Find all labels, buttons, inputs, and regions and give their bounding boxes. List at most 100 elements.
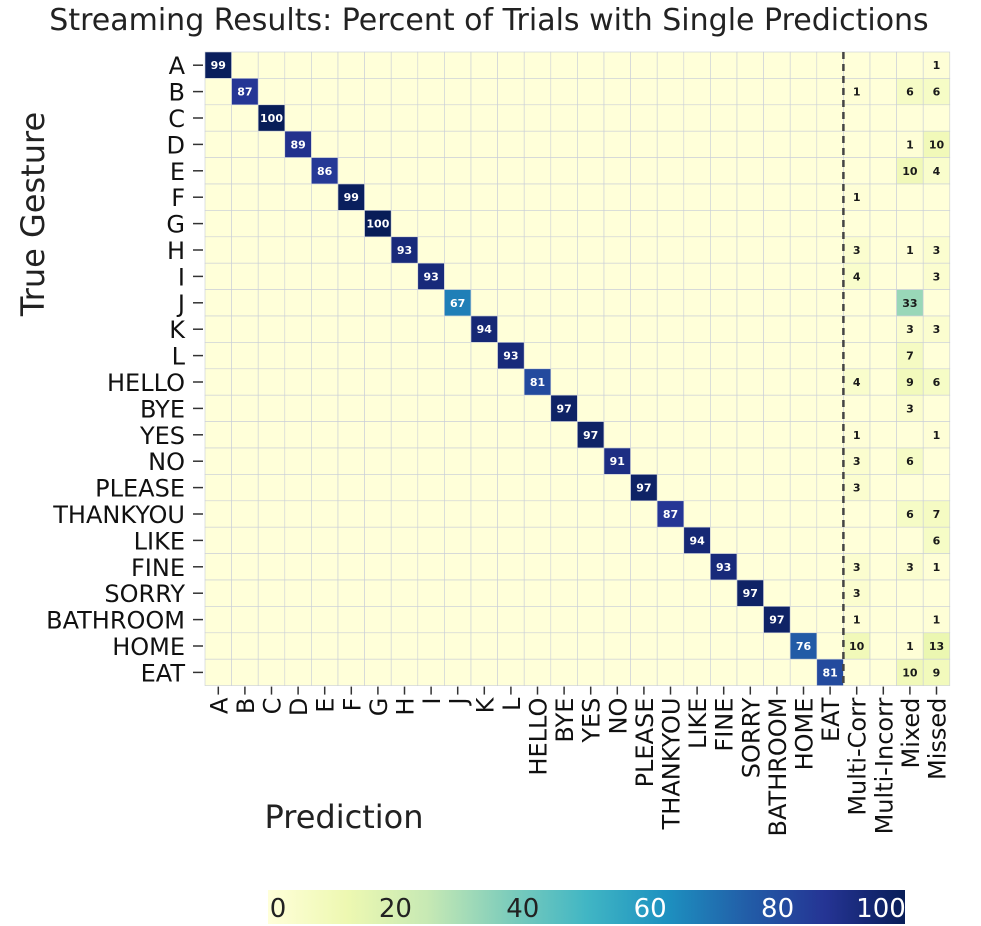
heatmap-cell (656, 553, 685, 581)
heatmap-cell (204, 606, 232, 634)
y-tick-label: G (166, 211, 185, 239)
cell-value-label: 81 (822, 666, 837, 679)
heatmap-cell (257, 553, 286, 581)
heatmap-cell (337, 210, 365, 238)
heatmap-cell (364, 104, 392, 132)
heatmap-cell (603, 421, 631, 449)
heatmap-cell (736, 553, 764, 581)
heatmap-cell (523, 130, 552, 158)
heatmap-cell (470, 447, 498, 475)
heatmap-cell (550, 183, 578, 211)
cell-value-label: 3 (853, 587, 861, 600)
heatmap-cell (284, 394, 312, 422)
heatmap-cell (869, 606, 897, 634)
heatmap-cell (656, 342, 685, 370)
heatmap-cell (390, 606, 419, 634)
heatmap-cell (523, 104, 552, 132)
heatmap-cell (683, 447, 711, 475)
heatmap-cell (417, 78, 445, 106)
y-tick-label: B (169, 79, 185, 107)
heatmap-cell (470, 210, 498, 238)
x-tick-label: E (312, 698, 340, 713)
heatmap-cell (204, 262, 232, 290)
x-tick-label: NO (604, 698, 632, 735)
heatmap-cell (390, 130, 419, 158)
heatmap-cell (204, 104, 232, 132)
heatmap-cell (311, 130, 339, 158)
heatmap-cell (444, 342, 472, 370)
cell-value-label: 1 (933, 561, 941, 574)
heatmap-cell (390, 51, 419, 79)
heatmap-cell (922, 210, 951, 238)
heatmap-cell (337, 157, 365, 185)
heatmap-cell (257, 210, 286, 238)
heatmap-cell (470, 500, 498, 528)
heatmap-cell (683, 236, 711, 264)
heatmap-cell (683, 526, 711, 554)
heatmap-cell (444, 500, 472, 528)
y-tick-label: NO (148, 448, 185, 476)
heatmap-cell (683, 658, 711, 686)
heatmap-cell (896, 606, 924, 634)
heatmap-cell (922, 51, 951, 79)
heatmap-cell (417, 606, 445, 634)
heatmap-cell (789, 500, 818, 528)
heatmap-cell (869, 500, 897, 528)
heatmap-cell (390, 553, 419, 581)
heatmap-cell (257, 262, 286, 290)
heatmap-cell (550, 474, 578, 502)
heatmap-cell (364, 421, 392, 449)
heatmap-cell (736, 130, 764, 158)
heatmap-cell (284, 315, 312, 343)
heatmap-cell (763, 315, 791, 343)
heatmap-cell (896, 210, 924, 238)
heatmap-cell (710, 104, 738, 132)
heatmap-cell (736, 315, 764, 343)
heatmap-cell (417, 262, 445, 290)
heatmap-cell (231, 342, 259, 370)
heatmap-cell (683, 78, 711, 106)
heatmap-cell (683, 632, 711, 660)
heatmap-cell (364, 606, 392, 634)
heatmap-cell (763, 51, 791, 79)
heatmap-cell (284, 104, 312, 132)
heatmap-cell (710, 210, 738, 238)
heatmap-cell (470, 157, 498, 185)
heatmap-cell (417, 632, 445, 660)
heatmap-cell (736, 368, 764, 396)
heatmap-cell (710, 474, 738, 502)
heatmap-cell (630, 104, 658, 132)
heatmap-cell (683, 315, 711, 343)
heatmap-cell (843, 526, 871, 554)
heatmap-cell (204, 236, 232, 264)
heatmap-cell (896, 394, 924, 422)
heatmap-cell (789, 130, 818, 158)
colorbar-tick-label: 40 (506, 894, 539, 924)
heatmap-cell (204, 342, 232, 370)
heatmap-cell (577, 606, 605, 634)
heatmap-cell (816, 157, 844, 185)
heatmap-cell (763, 421, 791, 449)
heatmap-cell (736, 606, 764, 634)
x-tick-label: Multi-Incorr (870, 697, 898, 834)
heatmap-cell (497, 632, 525, 660)
heatmap-cell (922, 526, 951, 554)
heatmap-cell (204, 658, 232, 686)
heatmap-cell (204, 579, 232, 607)
heatmap-cell (257, 236, 286, 264)
cell-value-label: 94 (477, 323, 493, 336)
cell-value-label: 3 (933, 270, 941, 283)
heatmap-cell (763, 658, 791, 686)
colorbar-tick-label: 80 (761, 894, 794, 924)
colorbar-tick-label: 100 (856, 894, 906, 924)
y-tick-label: J (176, 290, 185, 318)
heatmap-cell (869, 104, 897, 132)
heatmap-cell (789, 606, 818, 634)
heatmap-cell (364, 553, 392, 581)
heatmap-cell (736, 183, 764, 211)
heatmap-cell (337, 236, 365, 264)
heatmap-cell (497, 78, 525, 106)
heatmap-cell (869, 342, 897, 370)
heatmap-cell (231, 447, 259, 475)
